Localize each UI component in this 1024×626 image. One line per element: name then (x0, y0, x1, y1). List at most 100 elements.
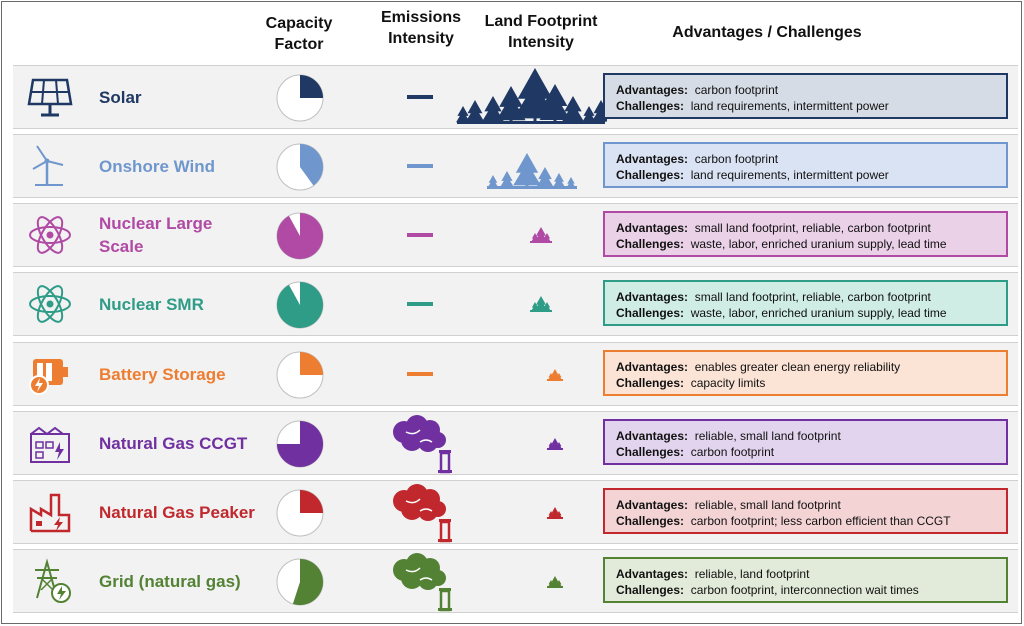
land-footprint-trees-icon (546, 367, 564, 383)
challenges-text: carbon footprint (690, 445, 775, 459)
advantages-challenges-box: Advantages: reliable, small land footpri… (603, 419, 1008, 465)
emissions-smoke-icon (390, 483, 454, 543)
advantages-line: Advantages: carbon footprint (616, 151, 1006, 167)
challenges-text: waste, labor, enriched uranium supply, l… (690, 306, 947, 320)
header-land-line1: Land Footprint (484, 13, 598, 30)
challenges-text: waste, labor, enriched uranium supply, l… (690, 237, 947, 251)
advantages-line: Advantages: reliable, small land footpri… (616, 428, 1006, 444)
gas-plant-icon (27, 420, 73, 466)
advantages-label: Advantages: (616, 567, 689, 581)
capacity-factor-pie (276, 212, 324, 260)
challenges-line: Challenges: waste, labor, enriched urani… (616, 305, 1006, 321)
advantages-text: reliable, land footprint (694, 567, 810, 581)
challenges-line: Challenges: carbon footprint; less carbo… (616, 513, 1006, 529)
table-row: Natural Gas CCGT Advantages: reliable, s… (13, 411, 1018, 475)
advantages-text: small land footprint, reliable, carbon f… (694, 290, 931, 304)
table-row: Grid (natural gas) Advantages: reliable,… (13, 549, 1018, 613)
technology-name: Grid (natural gas) (99, 571, 241, 591)
advantages-challenges-box: Advantages: reliable, small land footpri… (603, 488, 1008, 534)
technology-name: Solar (99, 87, 142, 107)
capacity-factor-pie (276, 281, 324, 329)
advantages-challenges-box: Advantages: small land footprint, reliab… (603, 211, 1008, 257)
challenges-text: carbon footprint, interconnection wait t… (690, 583, 919, 597)
wind-turbine-icon (27, 143, 73, 189)
table-row: Nuclear SMR Advantages: small land footp… (13, 272, 1018, 336)
capacity-factor-pie (276, 143, 324, 191)
challenges-line: Challenges: carbon footprint (616, 444, 1006, 460)
battery-icon (27, 351, 73, 397)
advantages-challenges-box: Advantages: enables greater clean energy… (603, 350, 1008, 396)
land-footprint-trees-icon (546, 505, 564, 521)
factory-icon (27, 489, 73, 535)
low-emissions-dash (407, 302, 433, 306)
land-footprint-trees-icon (546, 436, 564, 452)
capacity-factor-pie (276, 489, 324, 537)
solar-panel-icon (27, 74, 73, 120)
table-row: Nuclear Large Scale Advantages: small la… (13, 203, 1018, 267)
advantages-text: carbon footprint (694, 152, 779, 166)
advantages-label: Advantages: (616, 360, 689, 374)
advantages-line: Advantages: reliable, small land footpri… (616, 497, 1006, 513)
header-capacity-factor-line2: Factor (274, 36, 324, 53)
advantages-line: Advantages: small land footprint, reliab… (616, 289, 1006, 305)
advantages-line: Advantages: small land footprint, reliab… (616, 220, 1006, 236)
capacity-factor-pie (276, 74, 324, 122)
emissions-smoke-icon (390, 414, 454, 474)
header-capacity-factor-line1: Capacity (265, 15, 333, 32)
advantages-label: Advantages: (616, 290, 689, 304)
technology-name: Battery Storage (99, 364, 226, 384)
land-footprint-trees-icon (529, 225, 553, 245)
challenges-label: Challenges: (616, 237, 685, 251)
challenges-label: Challenges: (616, 168, 685, 182)
advantages-label: Advantages: (616, 83, 689, 97)
header-capacity-factor: Capacity Factor (254, 13, 344, 55)
advantages-line: Advantages: carbon footprint (616, 82, 1006, 98)
land-footprint-trees-icon (455, 68, 611, 128)
technology-name: Natural Gas Peaker (99, 502, 255, 522)
table-row: Natural Gas Peaker Advantages: reliable,… (13, 480, 1018, 544)
advantages-text: reliable, small land footprint (694, 429, 841, 443)
low-emissions-dash (407, 372, 433, 376)
advantages-challenges-box: Advantages: carbon footprint Challenges: … (603, 73, 1008, 119)
challenges-line: Challenges: carbon footprint, interconne… (616, 582, 1006, 598)
challenges-text: land requirements, intermittent power (690, 168, 889, 182)
header-emissions-line1: Emissions (380, 9, 462, 26)
challenges-label: Challenges: (616, 583, 685, 597)
challenges-line: Challenges: capacity limits (616, 375, 1006, 391)
technology-name: Natural Gas CCGT (99, 433, 248, 453)
header-land-footprint: Land Footprint Intensity (472, 11, 610, 53)
challenges-line: Challenges: land requirements, intermitt… (616, 167, 1006, 183)
challenges-text: carbon footprint; less carbon efficient … (690, 514, 951, 528)
technology-name: Nuclear Large Scale (99, 214, 213, 256)
atom-icon (27, 212, 73, 258)
advantages-challenges-box: Advantages: carbon footprint Challenges: … (603, 142, 1008, 188)
challenges-line: Challenges: waste, labor, enriched urani… (616, 236, 1006, 252)
advantages-label: Advantages: (616, 498, 689, 512)
advantages-label: Advantages: (616, 152, 689, 166)
challenges-label: Challenges: (616, 376, 685, 390)
technology-name: Nuclear SMR (99, 294, 204, 314)
advantages-text: carbon footprint (694, 83, 779, 97)
capacity-factor-pie (276, 420, 324, 468)
header-emissions-intensity: Emissions Intensity (369, 7, 473, 49)
challenges-text: land requirements, intermittent power (690, 99, 889, 113)
advantages-text: small land footprint, reliable, carbon f… (694, 221, 931, 235)
advantages-line: Advantages: reliable, land footprint (616, 566, 1006, 582)
advantages-line: Advantages: enables greater clean energy… (616, 359, 1006, 375)
technology-name: Onshore Wind (99, 156, 216, 176)
emissions-smoke-icon (390, 552, 454, 612)
land-footprint-trees-icon (546, 574, 564, 590)
challenges-text: capacity limits (690, 376, 766, 390)
advantages-label: Advantages: (616, 429, 689, 443)
advantages-text: enables greater clean energy reliability (694, 360, 901, 374)
land-footprint-trees-icon (529, 294, 553, 314)
header-emissions-line2: Intensity (388, 30, 454, 47)
transmission-tower-icon (27, 558, 73, 604)
header-land-line2: Intensity (508, 34, 574, 51)
table-row: Battery Storage Advantages: enables grea… (13, 342, 1018, 406)
advantages-challenges-box: Advantages: reliable, land footprint Chal… (603, 557, 1008, 603)
land-footprint-trees-icon (485, 149, 579, 191)
atom-icon (27, 281, 73, 327)
capacity-factor-pie (276, 351, 324, 399)
